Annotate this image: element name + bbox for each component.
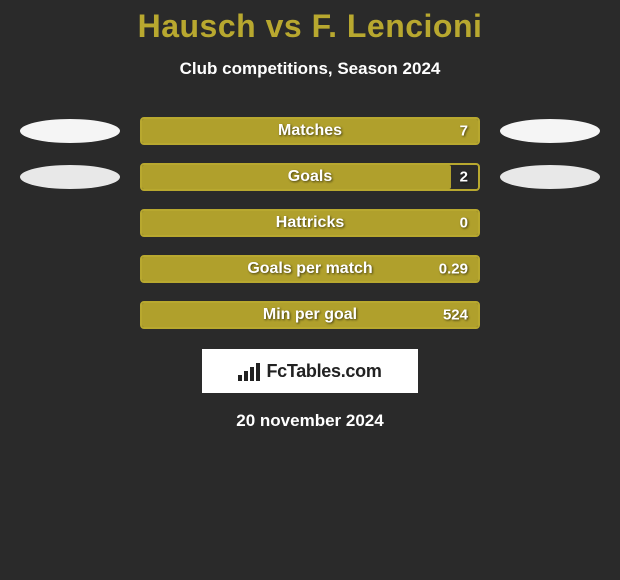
stats-chart: Matches 7 Goals 2 Hattricks 0 Goals per match 0…: [0, 117, 620, 329]
stat-value: 0.29: [439, 261, 468, 278]
stat-label: Matches: [278, 122, 342, 140]
stat-value: 0: [460, 215, 468, 232]
stat-row: Goals 2: [0, 163, 620, 191]
stat-bar: Matches 7: [140, 117, 480, 145]
stat-label: Goals per match: [247, 260, 372, 278]
stat-value: 7: [460, 123, 468, 140]
stat-label: Goals: [288, 168, 332, 186]
stat-row: Goals per match 0.29: [0, 255, 620, 283]
stat-row: Matches 7: [0, 117, 620, 145]
player-left-ellipse: [20, 119, 120, 143]
player-right-ellipse: [500, 119, 600, 143]
bar-chart-icon: [238, 361, 262, 381]
date-label: 20 november 2024: [0, 411, 620, 431]
stat-row: Hattricks 0: [0, 209, 620, 237]
page-subtitle: Club competitions, Season 2024: [0, 59, 620, 79]
stat-bar: Min per goal 524: [140, 301, 480, 329]
page-title: Hausch vs F. Lencioni: [0, 8, 620, 45]
stat-value: 524: [443, 307, 468, 324]
stat-bar: Goals per match 0.29: [140, 255, 480, 283]
stat-value: 2: [460, 169, 468, 186]
player-right-ellipse: [500, 165, 600, 189]
brand-badge: FcTables.com: [202, 349, 418, 393]
stat-label: Hattricks: [276, 214, 344, 232]
infographic-root: Hausch vs F. Lencioni Club competitions,…: [0, 0, 620, 431]
stat-bar: Hattricks 0: [140, 209, 480, 237]
stat-row: Min per goal 524: [0, 301, 620, 329]
stat-bar: Goals 2: [140, 163, 480, 191]
stat-label: Min per goal: [263, 306, 357, 324]
player-left-ellipse: [20, 165, 120, 189]
brand-text: FcTables.com: [266, 361, 381, 382]
